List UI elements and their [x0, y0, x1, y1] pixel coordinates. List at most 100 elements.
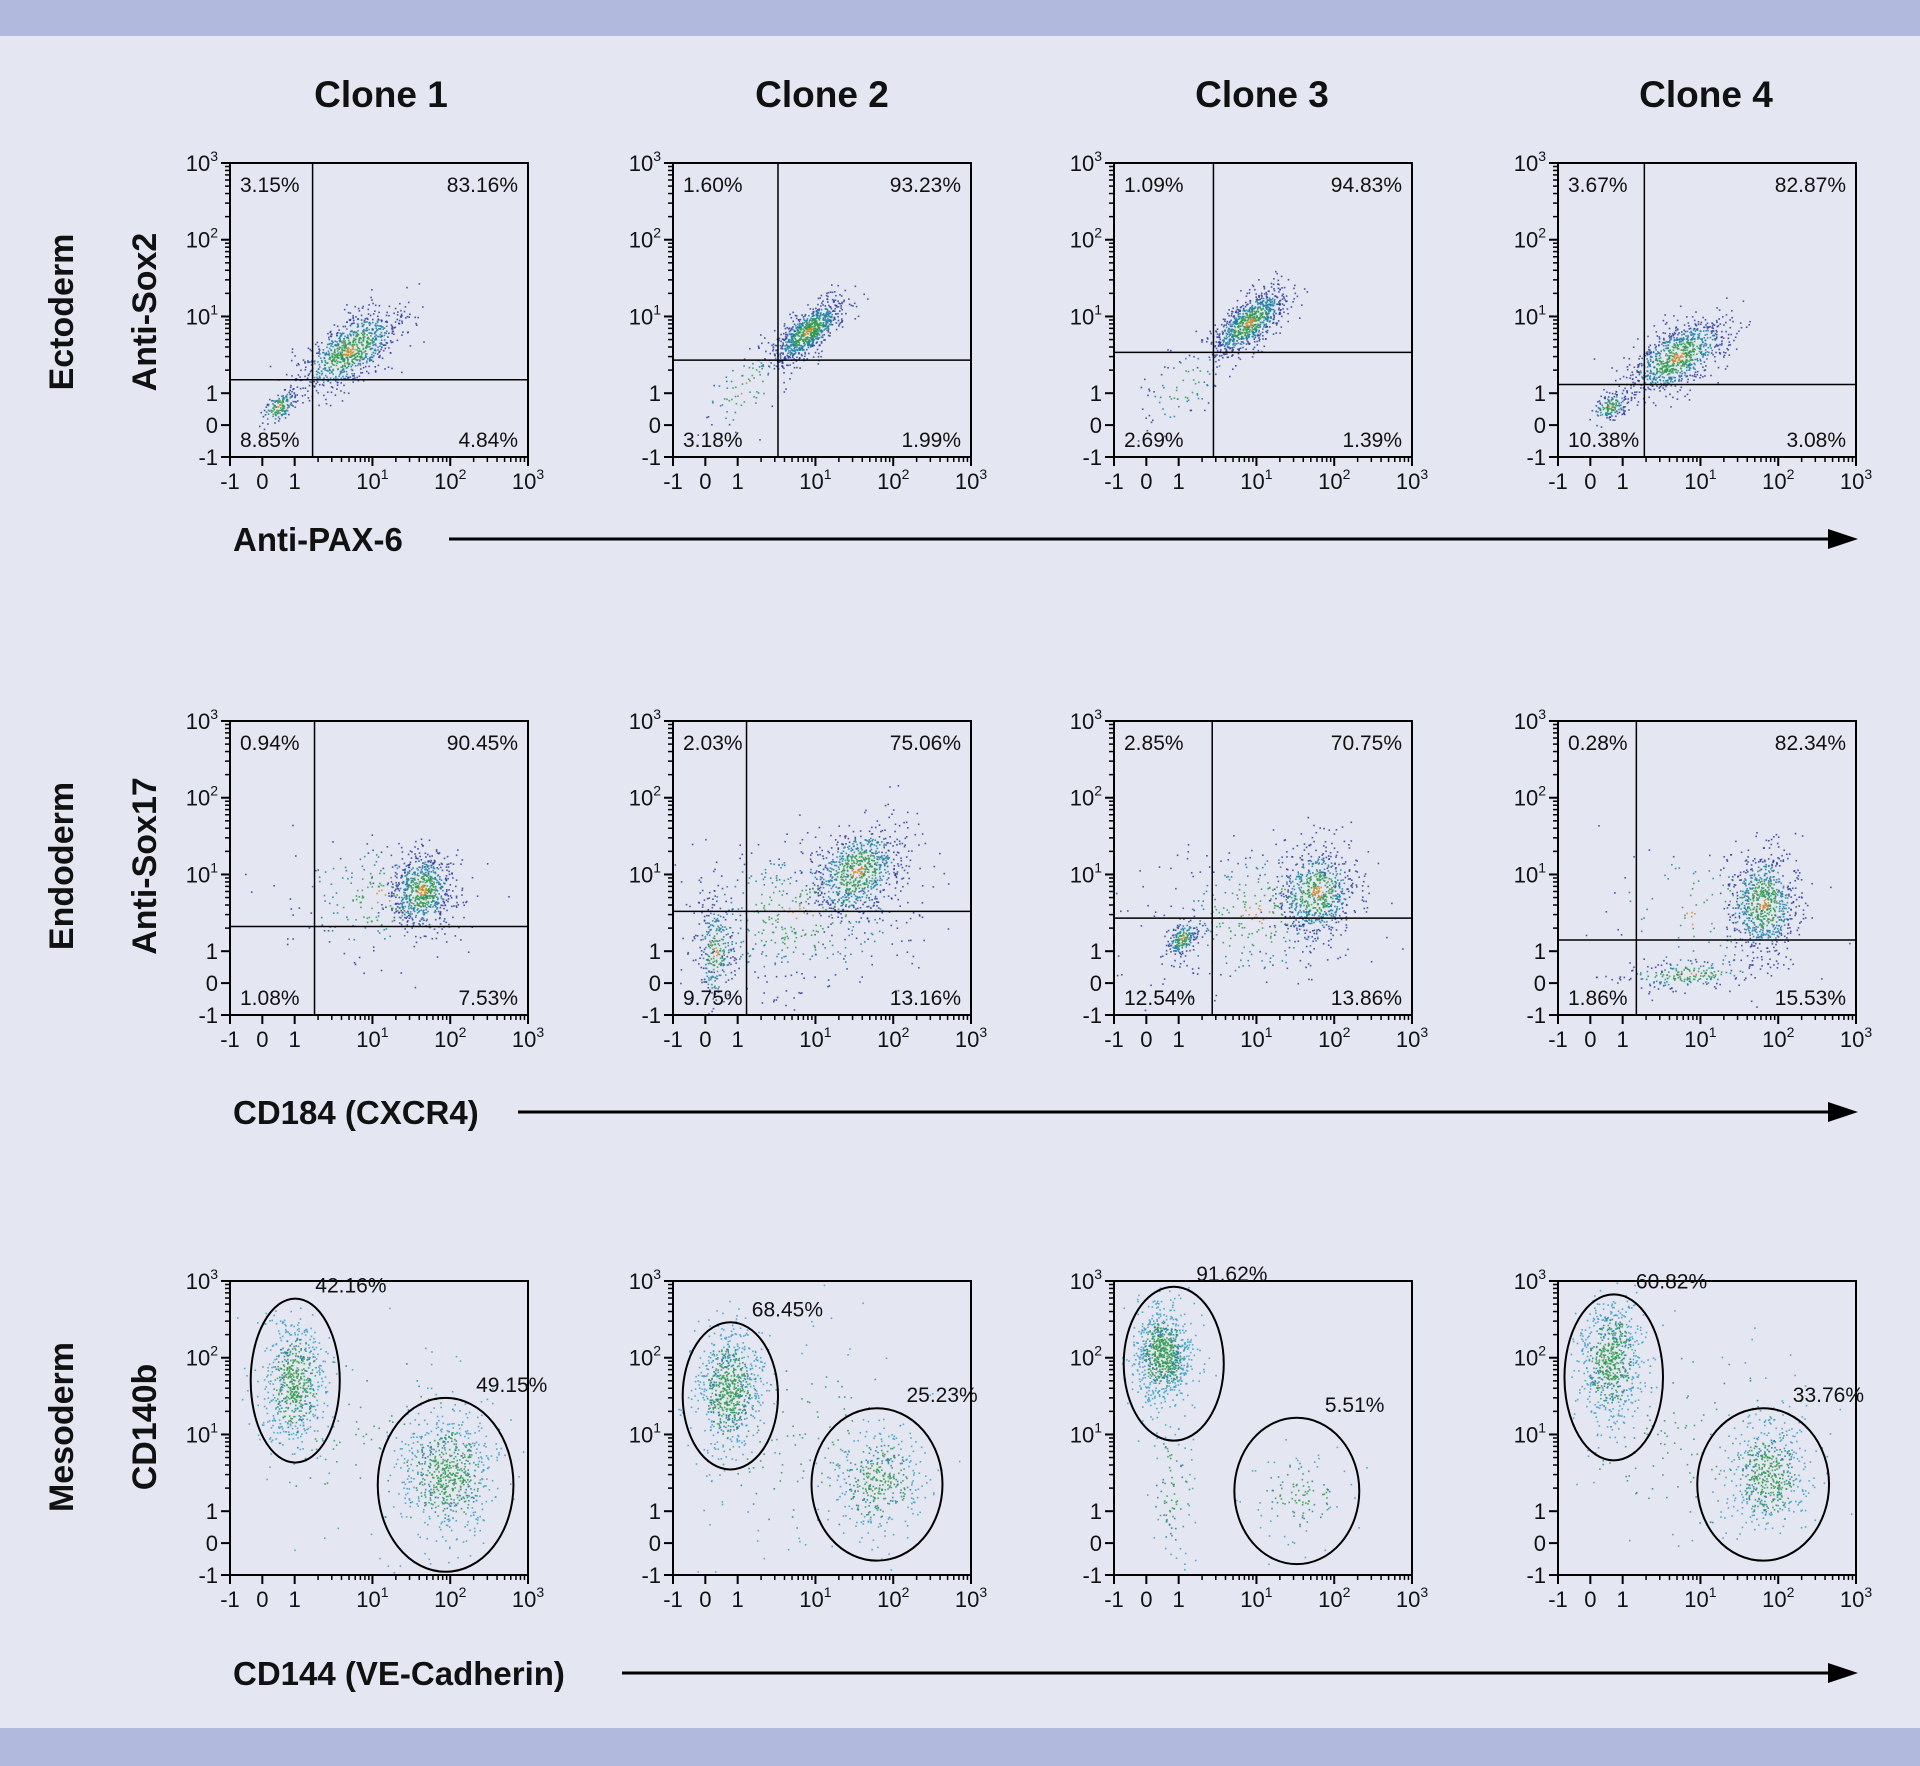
- data-point: [1656, 363, 1658, 366]
- data-point: [837, 300, 839, 302]
- data-point: [1654, 382, 1657, 384]
- data-point: [1623, 357, 1625, 359]
- data-point: [1238, 322, 1241, 324]
- data-point: [1185, 370, 1187, 372]
- data-point: [1245, 337, 1248, 339]
- data-point: [1246, 319, 1249, 322]
- data-point: [1137, 440, 1140, 442]
- data-point: [1638, 364, 1640, 366]
- data-point: [415, 324, 418, 326]
- data-point: [1692, 333, 1694, 335]
- data-point: [755, 369, 758, 371]
- data-point: [1699, 358, 1702, 361]
- data-point: [273, 406, 275, 409]
- data-point: [427, 905, 430, 908]
- data-point: [1250, 321, 1253, 323]
- data-point: [1611, 397, 1613, 399]
- data-point: [357, 323, 359, 326]
- data-point: [791, 333, 794, 335]
- data-point: [263, 409, 266, 412]
- data-point: [753, 396, 755, 398]
- data-point: [816, 317, 818, 319]
- data-point: [336, 388, 338, 390]
- data-point: [1697, 323, 1700, 325]
- data-point: [1250, 322, 1252, 325]
- data-point: [1647, 363, 1650, 366]
- data-point: [384, 347, 387, 350]
- data-point: [277, 399, 280, 402]
- data-point: [1675, 365, 1678, 367]
- data-point: [1652, 381, 1654, 384]
- data-point: [1610, 406, 1613, 409]
- data-point: [298, 363, 300, 366]
- data-point: [763, 392, 765, 395]
- data-point: [1692, 335, 1695, 337]
- data-point: [323, 377, 325, 379]
- data-point: [1684, 363, 1687, 365]
- data-point: [1606, 408, 1608, 410]
- data-point: [403, 894, 406, 896]
- data-point: [328, 354, 331, 356]
- data-point: [408, 864, 410, 866]
- data-point: [384, 344, 387, 346]
- data-point: [1690, 351, 1693, 353]
- data-point: [785, 334, 787, 336]
- data-point: [272, 407, 274, 410]
- data-point: [318, 404, 320, 407]
- data-point: [1251, 304, 1254, 307]
- data-point: [1251, 330, 1253, 333]
- data-point: [414, 316, 416, 319]
- data-point: [267, 409, 270, 412]
- data-point: [1255, 326, 1257, 328]
- data-point: [824, 305, 827, 307]
- data-point: [275, 414, 277, 417]
- data-point: [1728, 354, 1731, 356]
- data-point: [343, 377, 345, 380]
- data-point: [1682, 345, 1684, 348]
- data-point: [1281, 287, 1283, 289]
- data-point: [1219, 333, 1221, 335]
- data-point: [1243, 328, 1245, 330]
- data-point: [816, 311, 819, 314]
- data-point: [1647, 386, 1649, 389]
- data-point: [1273, 278, 1275, 280]
- data-point: [388, 347, 390, 349]
- data-point: [411, 890, 413, 892]
- data-point: [286, 410, 289, 412]
- data-point: [368, 328, 370, 331]
- data-point: [1260, 317, 1262, 319]
- x-axis-title: Anti-PAX-6: [233, 521, 403, 558]
- data-point: [337, 353, 339, 355]
- data-point: [415, 857, 418, 859]
- data-point: [1234, 342, 1236, 345]
- column-header-clone-2: Clone 2: [755, 74, 889, 115]
- data-point: [358, 310, 361, 312]
- data-point: [359, 362, 362, 365]
- data-point: [1682, 362, 1685, 365]
- data-point: [434, 909, 436, 912]
- data-point: [1245, 338, 1248, 341]
- data-point: [1232, 339, 1235, 341]
- data-point: [412, 887, 414, 889]
- data-point: [711, 424, 713, 426]
- tick-base: 10: [1840, 469, 1864, 494]
- data-point: [803, 334, 806, 337]
- data-point: [341, 347, 343, 349]
- data-point: [352, 381, 354, 383]
- data-point: [335, 356, 338, 358]
- data-point: [788, 340, 791, 343]
- data-point: [398, 911, 401, 914]
- data-point: [352, 377, 354, 380]
- data-point: [803, 358, 805, 360]
- data-point: [334, 344, 336, 347]
- data-point: [791, 327, 793, 330]
- data-point: [360, 350, 363, 353]
- data-point: [1614, 408, 1616, 411]
- data-point: [361, 371, 364, 374]
- data-point: [1646, 375, 1649, 377]
- data-point: [1669, 341, 1671, 344]
- data-point: [1265, 306, 1268, 308]
- data-point: [439, 912, 442, 914]
- data-point: [1248, 321, 1251, 323]
- data-point: [745, 382, 748, 384]
